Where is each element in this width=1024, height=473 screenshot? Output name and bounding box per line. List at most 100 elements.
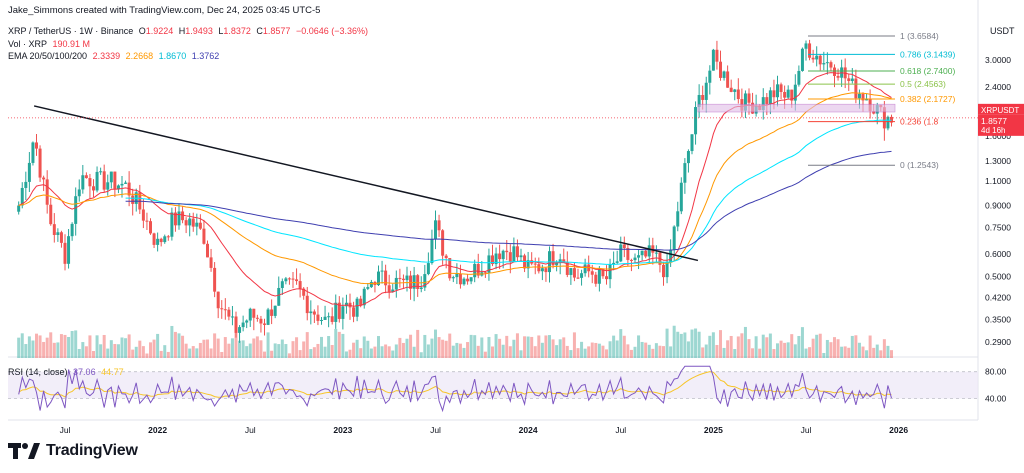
candle-body bbox=[287, 278, 291, 280]
candle-body bbox=[170, 212, 174, 237]
candle-body bbox=[295, 279, 299, 282]
volume-bar bbox=[177, 333, 181, 358]
candle-body bbox=[576, 277, 580, 279]
volume-bar bbox=[287, 353, 291, 358]
candle-body bbox=[99, 171, 103, 173]
candle-body bbox=[377, 271, 380, 286]
symbol-name[interactable]: XRP / TetherUS · 1W · Binance bbox=[8, 26, 134, 36]
volume-bar bbox=[255, 336, 259, 358]
candle-body bbox=[872, 111, 876, 114]
rsi-label[interactable]: RSI (14, close) bbox=[8, 367, 68, 377]
candle-body bbox=[458, 273, 462, 285]
ohlc-open: 1.9224 bbox=[145, 26, 174, 36]
candle-body bbox=[608, 264, 612, 280]
volume-bar bbox=[733, 349, 737, 358]
volume-label[interactable]: Vol · XRP bbox=[8, 39, 48, 49]
volume-bar bbox=[337, 331, 341, 358]
ohlc-c-label: C bbox=[256, 26, 263, 36]
volume-bar bbox=[145, 353, 149, 358]
volume-bar bbox=[327, 336, 331, 358]
volume-bar bbox=[405, 338, 409, 358]
volume-bar bbox=[644, 342, 648, 358]
volume-bar bbox=[241, 340, 245, 358]
rsi-ma-line bbox=[18, 371, 892, 398]
volume-bar bbox=[626, 344, 630, 358]
volume-bar bbox=[284, 344, 288, 358]
candle-body bbox=[565, 262, 569, 275]
tradingview-logo[interactable]: TradingView bbox=[8, 441, 138, 461]
volume-bar bbox=[202, 339, 206, 358]
ohlc-low: 1.8372 bbox=[223, 26, 251, 36]
tradingview-brand: TradingView bbox=[46, 442, 138, 459]
volume-bar bbox=[134, 346, 138, 358]
volume-bar bbox=[77, 348, 81, 358]
volume-bar bbox=[84, 346, 88, 358]
volume-bar bbox=[758, 348, 762, 358]
volume-bar bbox=[141, 346, 145, 358]
volume-bar bbox=[594, 342, 598, 358]
candle-body bbox=[622, 244, 626, 249]
candle-body bbox=[686, 151, 690, 164]
volume-bar bbox=[572, 332, 576, 358]
candle-body bbox=[726, 71, 730, 88]
volume-bar bbox=[562, 337, 566, 358]
fib-level-label: 0.382 (2.1727) bbox=[900, 94, 955, 104]
candle-body bbox=[722, 71, 726, 78]
fib-level-label: 1 (3.6584) bbox=[900, 31, 939, 41]
volume-bar bbox=[583, 348, 587, 358]
y-tick-label: 0.3500 bbox=[985, 314, 1011, 324]
volume-bar bbox=[501, 344, 505, 358]
x-tick-label: 2023 bbox=[333, 425, 352, 435]
candle-body bbox=[651, 245, 655, 253]
volume-bar bbox=[480, 337, 484, 358]
ema20-value: 2.3339 bbox=[92, 51, 121, 61]
candle-body bbox=[605, 276, 608, 280]
ema-label[interactable]: EMA 20/50/100/200 bbox=[8, 51, 88, 61]
volume-bar bbox=[711, 332, 715, 358]
candle-body bbox=[505, 250, 509, 253]
candle-body bbox=[544, 268, 548, 273]
candle-body bbox=[836, 75, 840, 78]
volume-bar bbox=[298, 350, 302, 358]
volume-bar bbox=[38, 335, 42, 358]
candle-body bbox=[81, 175, 85, 190]
volume-bar bbox=[398, 337, 402, 358]
candle-body bbox=[704, 82, 708, 100]
volume-bar bbox=[334, 328, 338, 358]
candle-body bbox=[59, 232, 63, 243]
candle-body bbox=[387, 285, 391, 292]
volume-bar bbox=[220, 351, 224, 358]
candle-body bbox=[644, 250, 648, 257]
volume-bar bbox=[291, 341, 295, 358]
candle-body bbox=[149, 221, 152, 234]
candle-body bbox=[683, 163, 687, 183]
candle-body bbox=[423, 274, 427, 288]
volume-legend: Vol · XRP 190.91 M bbox=[8, 39, 93, 49]
candle-body bbox=[67, 236, 71, 264]
volume-bar bbox=[131, 349, 135, 358]
candle-body bbox=[102, 171, 106, 190]
candle-body bbox=[626, 248, 630, 260]
candle-body bbox=[733, 89, 737, 92]
volume-bar bbox=[790, 334, 794, 358]
volume-bar bbox=[840, 346, 844, 358]
candle-body bbox=[619, 244, 623, 262]
volume-bar bbox=[751, 348, 755, 358]
candle-body bbox=[49, 204, 53, 225]
candle-body bbox=[163, 236, 167, 243]
volume-bar bbox=[508, 346, 512, 358]
candle-body bbox=[227, 309, 231, 317]
volume-bar bbox=[800, 327, 804, 358]
candle-body bbox=[665, 261, 669, 278]
volume-bar bbox=[305, 332, 309, 358]
volume-bar bbox=[483, 351, 487, 358]
candle-body bbox=[384, 270, 388, 286]
volume-bar bbox=[804, 348, 808, 358]
volume-bar bbox=[49, 332, 53, 358]
volume-bar bbox=[669, 346, 673, 358]
candle-body bbox=[540, 268, 544, 272]
candle-body bbox=[344, 302, 348, 307]
symbol-header: XRP / TetherUS · 1W · Binance O1.9224 H1… bbox=[8, 26, 371, 36]
candle-body bbox=[583, 264, 587, 274]
